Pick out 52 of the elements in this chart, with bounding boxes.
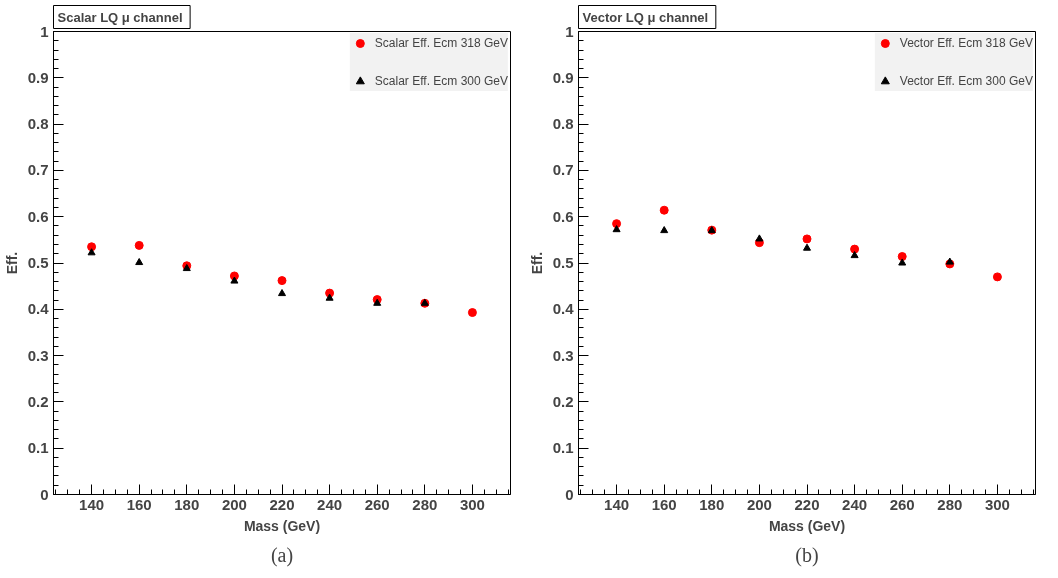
y-tick-label: 0.2: [27, 392, 49, 410]
x-tick-label: 300: [984, 495, 1010, 513]
x-tick-label: 300: [459, 495, 485, 513]
y-tick-label: 0.6: [27, 207, 49, 225]
text: (a): [270, 543, 294, 567]
y-tick-label: 0.9: [27, 68, 49, 86]
y-tick-label: 0.7: [27, 161, 49, 179]
x-tick-label: 280: [937, 495, 963, 513]
x-tick-label: 160: [651, 495, 677, 513]
y-tick-label: 0: [565, 485, 574, 503]
legend-label: Vector Eff. Ecm 300 GeV: [899, 74, 1033, 88]
y-tick-label: 0.8: [552, 115, 574, 133]
y-tick-label: 0.3: [552, 346, 574, 364]
x-tick-label: 160: [126, 495, 152, 513]
x-tick-label: 180: [699, 495, 725, 513]
y-tick-label: 0.1: [27, 439, 49, 457]
x-tick-label: 200: [746, 495, 772, 513]
x-tick-label: 140: [79, 495, 105, 513]
x-axis-title: Mass (GeV): [243, 517, 321, 534]
y-tick-label: 0.4: [27, 300, 50, 318]
x-tick-label: 220: [794, 495, 820, 513]
chart-title: Scalar LQ μ channel: [57, 9, 183, 25]
x-tick-label: 260: [364, 495, 390, 513]
x-tick-label: 240: [317, 495, 343, 513]
y-tick-label: 0: [40, 485, 49, 503]
y-axis-title: Eff.: [528, 251, 545, 275]
y-axis-title: Eff.: [3, 251, 20, 275]
y-tick-label: 1: [565, 22, 574, 40]
x-tick-label: 220: [269, 495, 295, 513]
x-tick-label: 240: [842, 495, 868, 513]
y-tick-label: 0.9: [552, 68, 574, 86]
x-tick-label: 260: [889, 495, 915, 513]
y-tick-label: 0.1: [552, 439, 574, 457]
x-tick-label: 200: [221, 495, 247, 513]
x-tick-label: 280: [412, 495, 438, 513]
x-tick-label: 140: [604, 495, 630, 513]
y-tick-label: 0.5: [27, 254, 49, 271]
y-tick-label: 0.2: [552, 392, 574, 410]
y-tick-label: 0.5: [552, 254, 574, 271]
legend-label: Scalar Eff. Ecm 318 GeV: [374, 36, 508, 50]
text: (b): [795, 543, 819, 567]
y-tick-label: 0.3: [27, 346, 49, 364]
y-tick-label: 0.7: [552, 161, 574, 179]
legend-label: Scalar Eff. Ecm 300 GeV: [374, 74, 508, 88]
y-tick-label: 0.6: [552, 207, 574, 225]
y-tick-label: 0.4: [552, 300, 575, 318]
y-tick-label: 0.8: [27, 115, 49, 133]
y-tick-label: 1: [40, 22, 49, 40]
x-tick-label: 180: [174, 495, 200, 513]
x-axis-title: Mass (GeV): [768, 517, 846, 534]
legend-label: Vector Eff. Ecm 318 GeV: [899, 36, 1033, 50]
chart-title: Vector LQ μ channel: [582, 9, 709, 25]
